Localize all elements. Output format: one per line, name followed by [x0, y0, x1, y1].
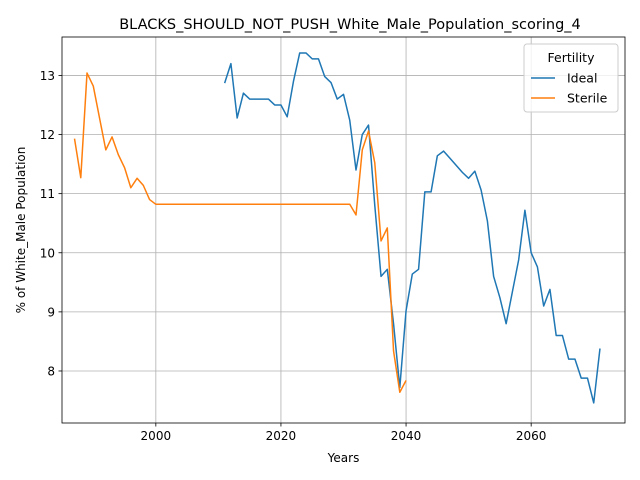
legend-entry-ideal: Ideal	[567, 71, 597, 86]
x-axis-label: Years	[327, 451, 360, 465]
series-line-sterile	[73, 72, 407, 394]
y-tick-label: 13	[40, 69, 55, 83]
legend-title: Fertility	[548, 50, 596, 65]
plot-area	[61, 36, 626, 424]
legend-entry-sterile: Sterile	[567, 91, 608, 106]
axis-ticks: 2000 2020 2040 2060 8 9 10 11 12 13	[40, 69, 547, 443]
x-tick-label: 2000	[141, 429, 172, 443]
legend-box	[523, 43, 619, 113]
y-axis-label: % of White_Male Population	[14, 147, 28, 314]
x-tick-label: 2020	[266, 429, 297, 443]
y-tick-label: 10	[40, 246, 55, 260]
x-tick-label: 2060	[516, 429, 547, 443]
series-lines	[73, 52, 601, 404]
y-tick-label: 8	[47, 364, 55, 378]
x-tick-label: 2040	[391, 429, 422, 443]
y-tick-label: 11	[40, 187, 55, 201]
chart-title: BLACKS_SHOULD_NOT_PUSH_White_Male_Popula…	[119, 17, 581, 33]
series-line-ideal	[223, 52, 601, 404]
legend: Fertility Ideal Sterile	[523, 43, 619, 113]
y-tick-label: 9	[47, 305, 55, 319]
y-tick-label: 12	[40, 128, 55, 142]
